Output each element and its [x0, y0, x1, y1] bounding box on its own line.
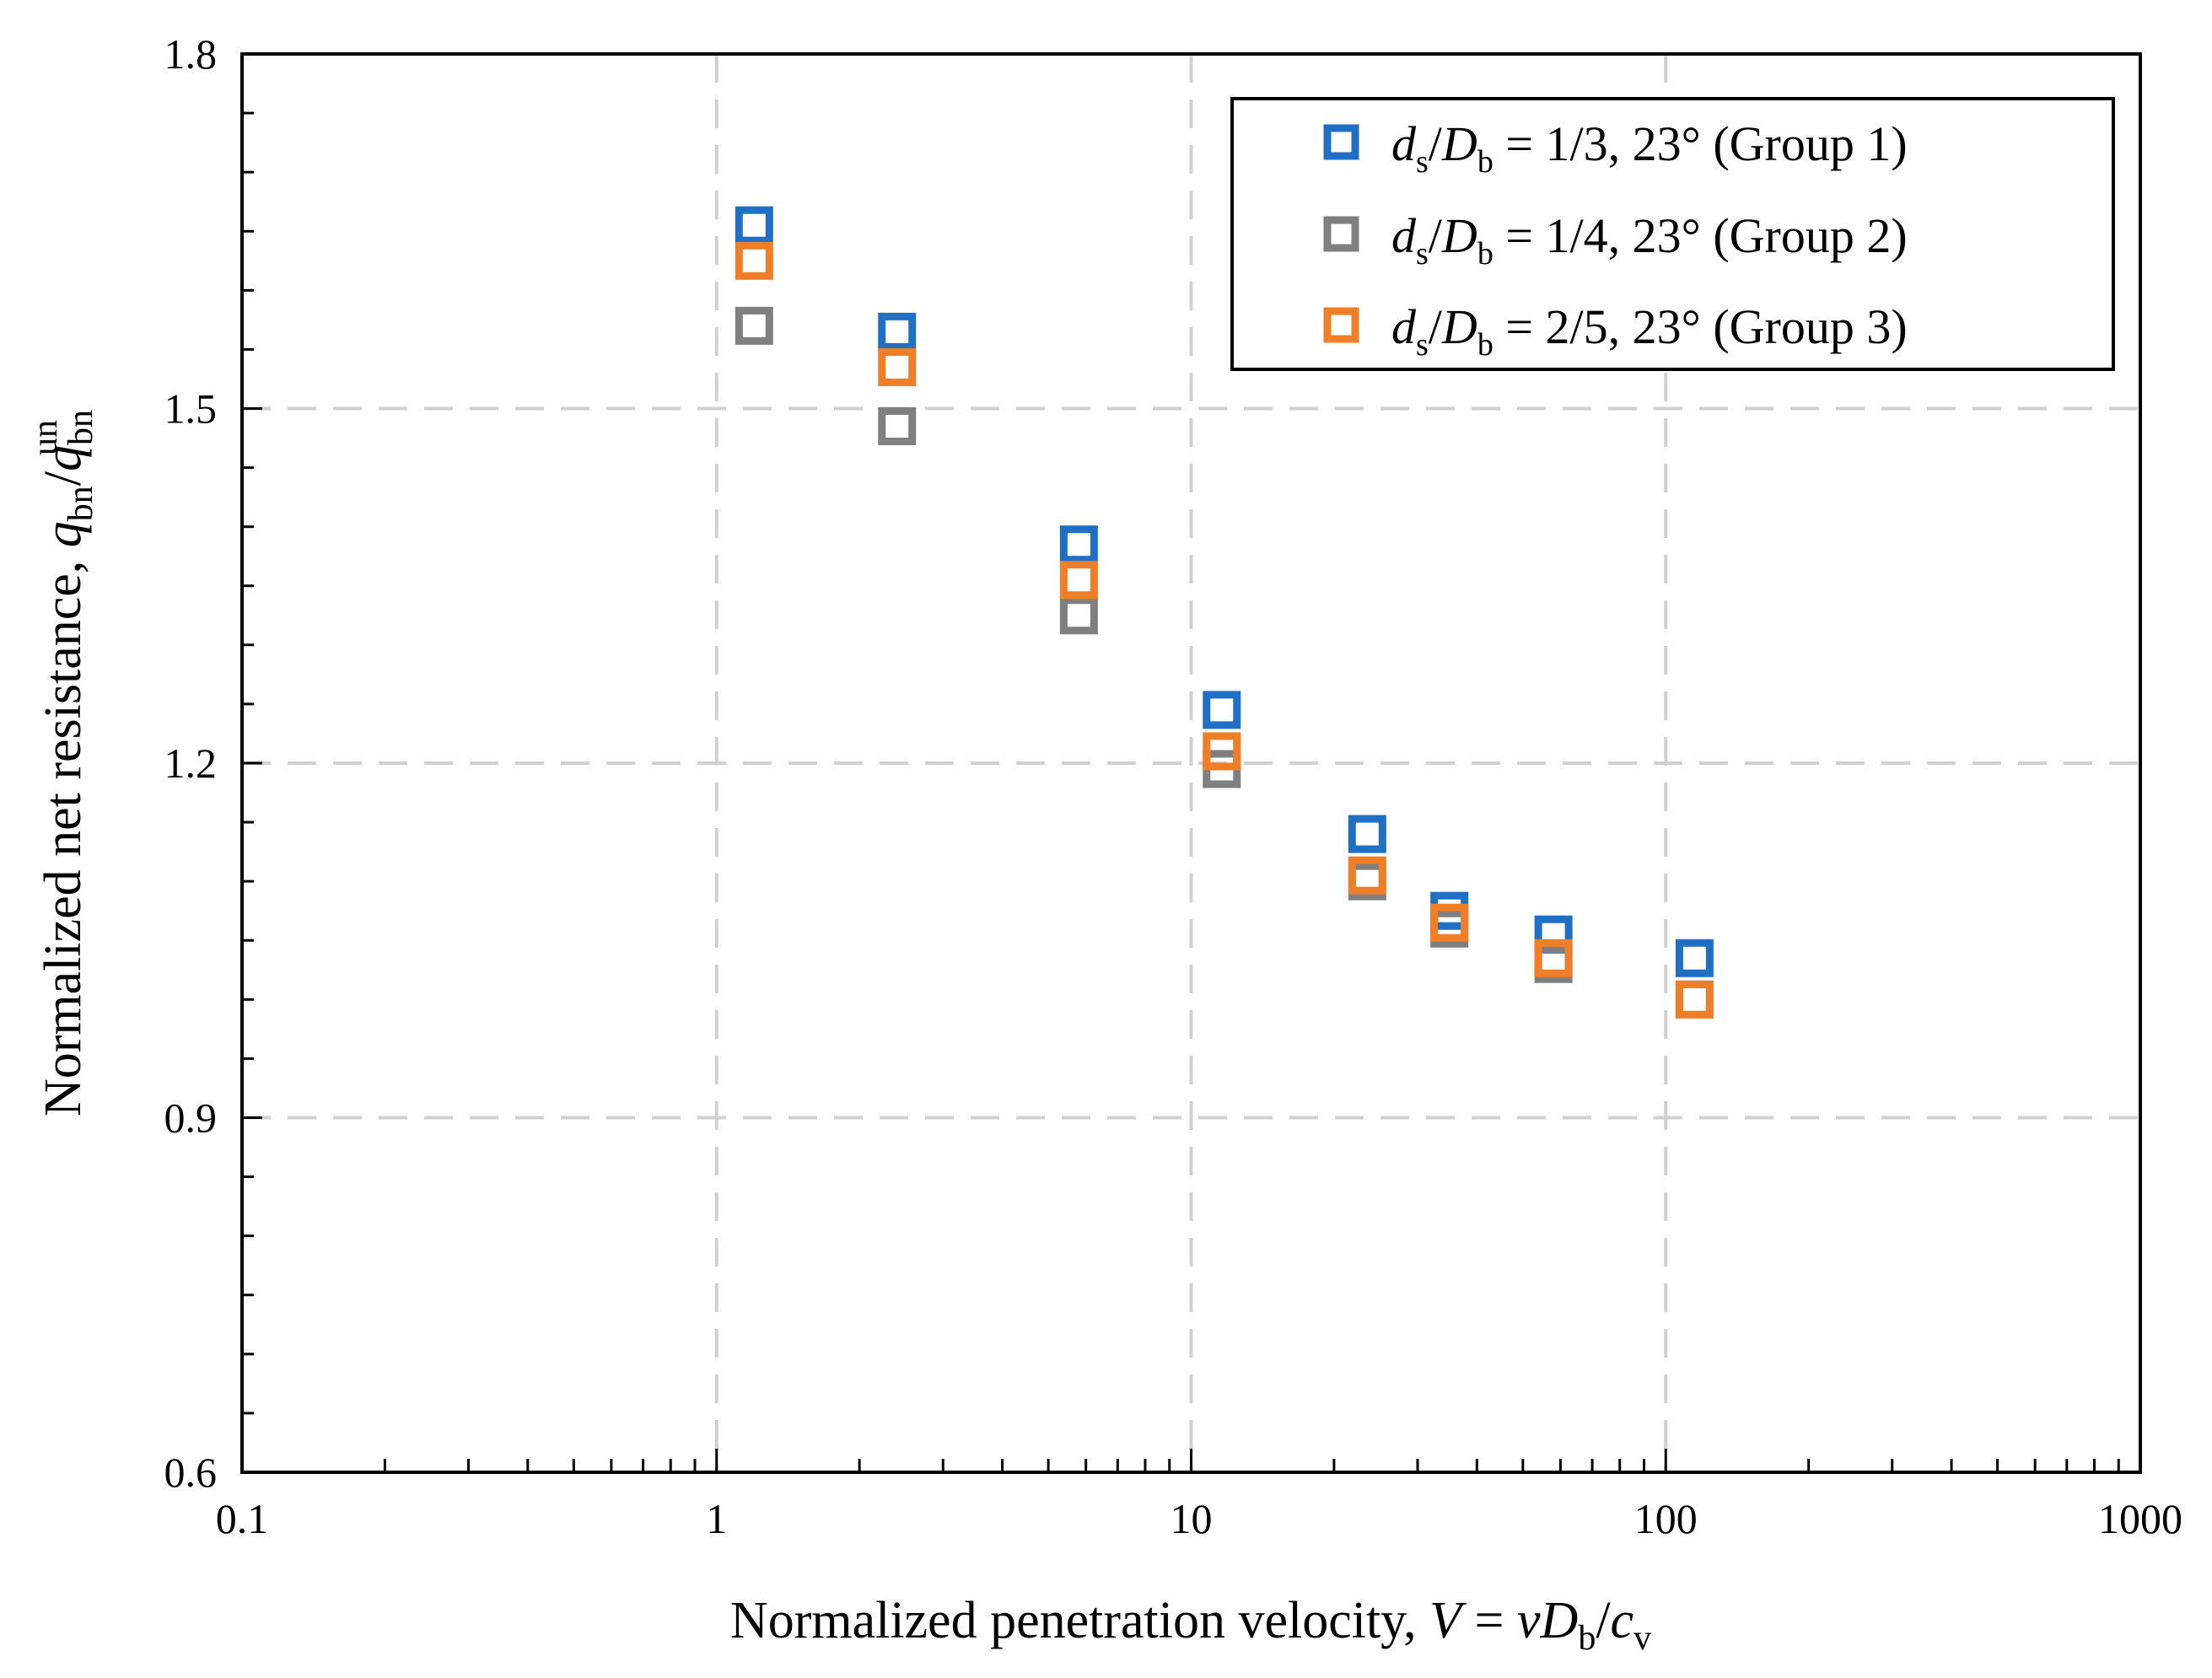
y-tick-label: 0.6	[164, 1449, 218, 1496]
x-tick-label: 100	[1634, 1495, 1698, 1542]
data-point-group-3	[735, 241, 773, 280]
data-point-group-3	[1059, 561, 1098, 600]
data-point-group-3	[1430, 903, 1469, 942]
y-tick-label: 0.9	[164, 1094, 218, 1142]
data-point-group-2	[1675, 980, 1714, 1019]
major-ticks	[240, 52, 2142, 1474]
data-point-group-3	[1675, 980, 1714, 1019]
data-point-group-2	[878, 407, 917, 446]
data-point-group-1	[735, 206, 773, 245]
data-point-group-1	[1203, 691, 1241, 729]
legend-label-group-1: ds/Db = 1/3, 23° (Group 1)	[1391, 116, 1908, 180]
legend: ds/Db = 1/3, 23° (Group 1) ds/Db = 1/4, …	[1230, 97, 2115, 371]
data-markers	[735, 206, 1714, 1019]
y-tick-label: 1.5	[164, 385, 218, 433]
data-point-group-1	[1059, 525, 1098, 564]
data-point-group-3	[1348, 856, 1386, 895]
x-tick-label: 0.1	[216, 1495, 269, 1542]
data-point-group-3	[878, 347, 917, 386]
data-point-group-2	[1059, 596, 1098, 635]
legend-label-group-2: ds/Db = 1/4, 23° (Group 2)	[1391, 208, 1908, 272]
data-point-group-2	[735, 306, 773, 345]
data-point-group-1	[1675, 938, 1714, 977]
x-tick-label: 1000	[2098, 1495, 2182, 1542]
legend-marker-group-3	[1323, 307, 1359, 343]
data-point-group-3	[1203, 732, 1241, 771]
legend-box	[1230, 97, 2115, 371]
y-tick-label: 1.8	[164, 30, 218, 78]
y-tick-labels: 0.6 0.9 1.2 1.5 1.8	[164, 30, 218, 1496]
data-point-group-1	[878, 312, 917, 351]
legend-marker-group-1	[1323, 124, 1359, 160]
data-point-group-3	[1534, 938, 1573, 977]
y-tick-label: 1.2	[164, 740, 218, 787]
x-tick-labels: 0.1 1 10 100 1000	[216, 1495, 2182, 1542]
y-axis-title: Normalized net resistance, qbn/qbnun	[26, 410, 100, 1116]
x-axis-title: Normalized penetration velocity, V = vDb…	[730, 1592, 1651, 1658]
legend-marker-group-2	[1323, 216, 1359, 252]
x-tick-label: 1	[706, 1495, 727, 1542]
legend-label-group-3: ds/Db = 2/5, 23° (Group 3)	[1391, 299, 1908, 363]
x-tick-label: 10	[1171, 1495, 1213, 1542]
data-point-group-1	[1348, 815, 1386, 853]
